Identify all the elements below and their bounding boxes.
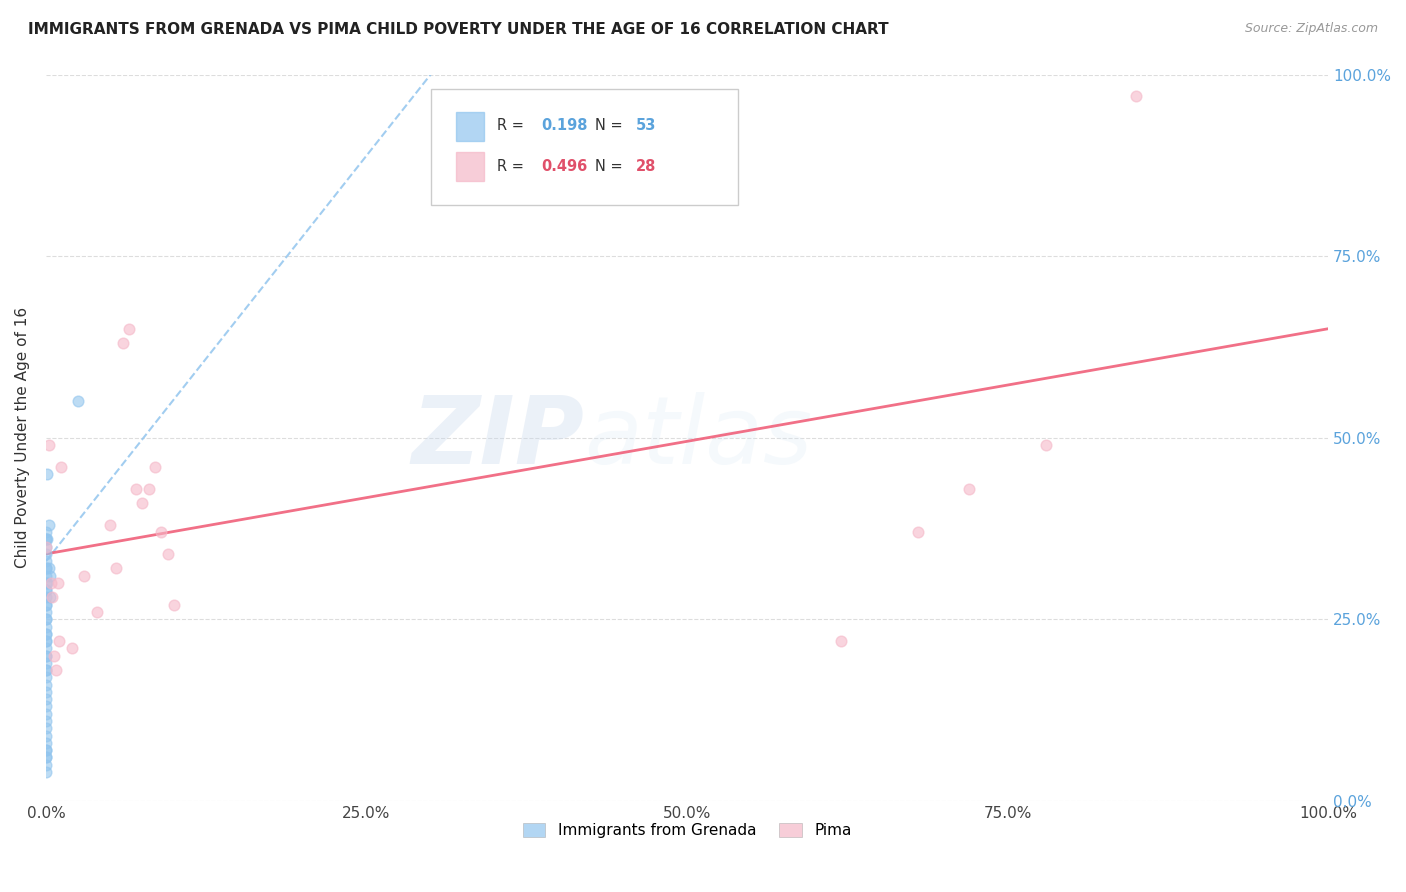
- Point: [35, 554, 58, 568]
- Point: [35, 736, 58, 750]
- Point: [150, 525, 173, 540]
- Text: R =: R =: [498, 159, 529, 174]
- Point: [37, 533, 59, 547]
- Text: R =: R =: [498, 118, 529, 133]
- FancyBboxPatch shape: [457, 153, 485, 181]
- Point: [830, 634, 852, 648]
- Point: [51, 459, 73, 474]
- FancyBboxPatch shape: [457, 112, 485, 141]
- Point: [35, 663, 58, 677]
- Point: [35, 583, 58, 598]
- Point: [35, 605, 58, 619]
- Point: [111, 336, 134, 351]
- Point: [35, 750, 58, 764]
- Point: [35, 663, 58, 677]
- Point: [98, 517, 121, 532]
- Point: [35, 583, 58, 598]
- Point: [163, 598, 186, 612]
- Point: [35, 764, 58, 779]
- Text: IMMIGRANTS FROM GRENADA VS PIMA CHILD POVERTY UNDER THE AGE OF 16 CORRELATION CH: IMMIGRANTS FROM GRENADA VS PIMA CHILD PO…: [28, 22, 889, 37]
- Point: [37, 467, 59, 481]
- FancyBboxPatch shape: [430, 89, 738, 205]
- Point: [37, 576, 59, 591]
- Point: [35, 612, 58, 626]
- Point: [35, 533, 58, 547]
- Legend: Immigrants from Grenada, Pima: Immigrants from Grenada, Pima: [516, 817, 858, 844]
- Point: [35, 619, 58, 633]
- Text: 0.198: 0.198: [541, 118, 588, 133]
- Point: [73, 568, 96, 582]
- Text: 0.496: 0.496: [541, 159, 588, 174]
- Point: [46, 576, 69, 591]
- Text: 28: 28: [636, 159, 657, 174]
- Point: [35, 685, 58, 699]
- Point: [1035, 438, 1057, 452]
- Point: [131, 496, 153, 510]
- Point: [35, 547, 58, 561]
- Text: ZIP: ZIP: [412, 392, 585, 483]
- Point: [35, 540, 58, 554]
- Point: [1125, 89, 1147, 103]
- Point: [35, 540, 58, 554]
- Text: N =: N =: [595, 159, 627, 174]
- Point: [118, 322, 141, 336]
- Text: 53: 53: [636, 118, 657, 133]
- Point: [35, 598, 58, 612]
- Point: [86, 605, 108, 619]
- Point: [35, 598, 58, 612]
- Point: [35, 729, 58, 743]
- Point: [35, 634, 58, 648]
- Point: [48, 634, 70, 648]
- Point: [35, 634, 58, 648]
- Point: [35, 627, 58, 641]
- Point: [38, 438, 60, 452]
- Point: [35, 678, 58, 692]
- Point: [38, 568, 60, 582]
- Point: [35, 692, 58, 706]
- Point: [35, 721, 58, 735]
- Y-axis label: Child Poverty Under the Age of 16: Child Poverty Under the Age of 16: [15, 307, 30, 568]
- Point: [35, 591, 58, 605]
- Point: [35, 714, 58, 728]
- Text: Source: ZipAtlas.com: Source: ZipAtlas.com: [1244, 22, 1378, 36]
- Point: [156, 547, 179, 561]
- Point: [35, 656, 58, 670]
- Point: [35, 750, 58, 764]
- Point: [105, 561, 128, 575]
- Point: [45, 663, 67, 677]
- Text: N =: N =: [595, 118, 627, 133]
- Point: [125, 482, 148, 496]
- Point: [907, 525, 929, 540]
- Point: [35, 641, 58, 656]
- Point: [66, 394, 89, 409]
- Point: [35, 670, 58, 684]
- Point: [35, 525, 58, 540]
- Point: [42, 648, 65, 663]
- Point: [35, 648, 58, 663]
- Point: [35, 743, 58, 757]
- Point: [35, 568, 58, 582]
- Text: atlas: atlas: [585, 392, 813, 483]
- Point: [35, 757, 58, 772]
- Point: [35, 533, 58, 547]
- Point: [35, 612, 58, 626]
- Point: [38, 591, 60, 605]
- Point: [39, 576, 62, 591]
- Point: [60, 641, 83, 656]
- Point: [138, 482, 160, 496]
- Point: [35, 561, 58, 575]
- Point: [35, 699, 58, 714]
- Point: [35, 561, 58, 575]
- Point: [35, 648, 58, 663]
- Point: [143, 459, 166, 474]
- Point: [38, 561, 60, 575]
- Point: [35, 743, 58, 757]
- Point: [35, 706, 58, 721]
- Point: [35, 576, 58, 591]
- Point: [957, 482, 980, 496]
- Point: [41, 591, 63, 605]
- Point: [38, 517, 60, 532]
- Point: [35, 627, 58, 641]
